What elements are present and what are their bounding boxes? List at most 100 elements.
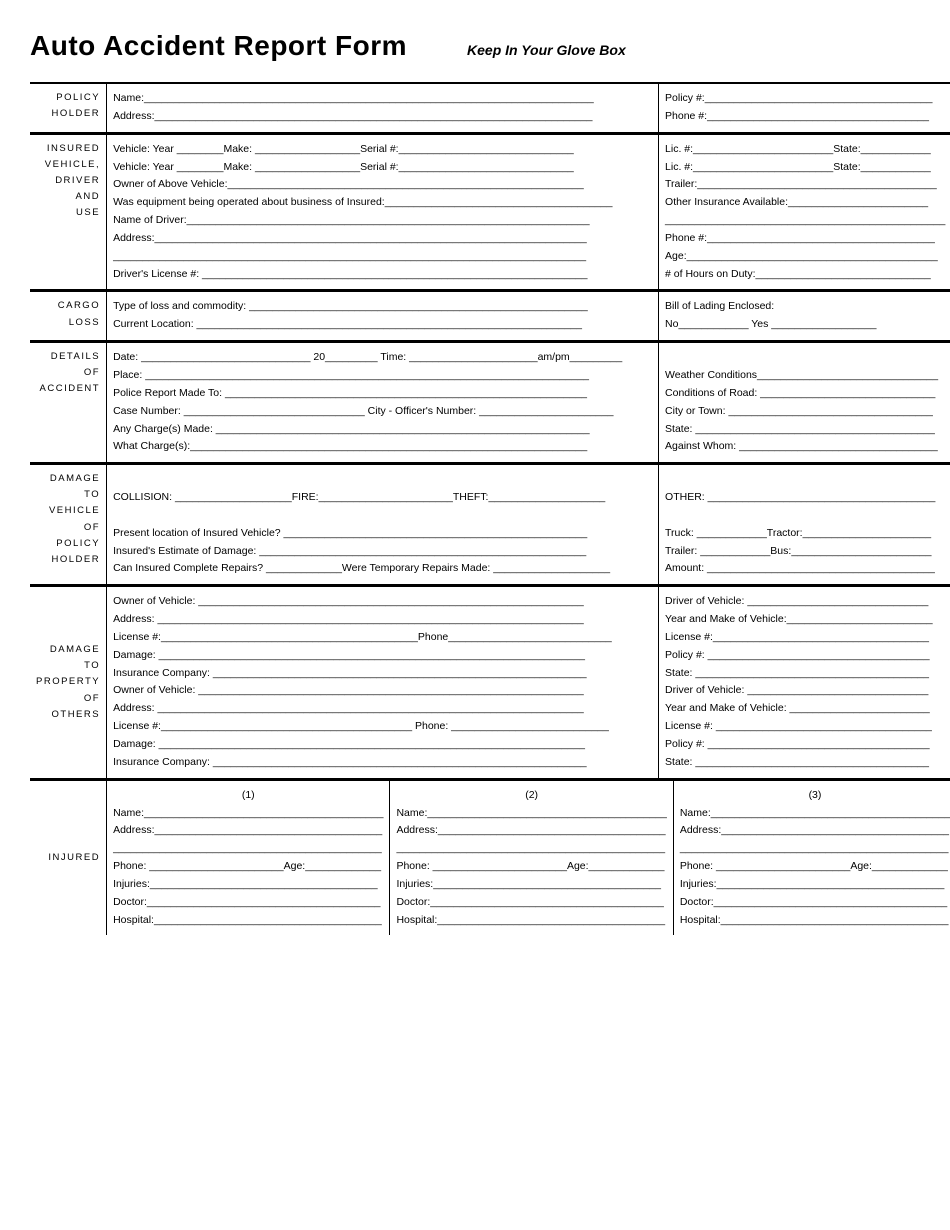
- field-line[interactable]: License #:______________________________…: [113, 718, 652, 736]
- field-line[interactable]: Trailer:________________________________…: [665, 176, 950, 194]
- field-line[interactable]: Type of loss and commodity: ____________…: [113, 298, 652, 316]
- field-line[interactable]: Policy #:_______________________________…: [665, 90, 950, 108]
- field-line: [665, 507, 950, 525]
- field-line[interactable]: License #:______________________________…: [113, 629, 652, 647]
- field-line[interactable]: Phone #:________________________________…: [665, 108, 950, 126]
- field-line[interactable]: Name of Driver:_________________________…: [113, 212, 652, 230]
- field-line[interactable]: Address:________________________________…: [113, 108, 652, 126]
- field-line[interactable]: Insurance Company: _____________________…: [113, 754, 652, 772]
- field-line[interactable]: Policy #: ______________________________…: [665, 736, 950, 754]
- field-line[interactable]: Driver's License #: ____________________…: [113, 266, 652, 284]
- field-line[interactable]: Phone: _______________________Age:______…: [396, 858, 666, 876]
- field-line[interactable]: Hospital:_______________________________…: [113, 912, 383, 930]
- field-line[interactable]: Policy #: ______________________________…: [665, 647, 950, 665]
- field-line[interactable]: Was equipment being operated about busin…: [113, 194, 652, 212]
- label-line: DAMAGETOVEHICLEOFPOLICYHOLDER: [36, 471, 100, 568]
- field-line: Bill of Lading Enclosed:: [665, 298, 950, 316]
- field-line[interactable]: State: _________________________________…: [665, 754, 950, 772]
- field-line[interactable]: Injuries:_______________________________…: [680, 876, 950, 894]
- field-line[interactable]: Insured's Estimate of Damage: __________…: [113, 543, 652, 561]
- col-head: (1): [113, 787, 383, 805]
- field-line[interactable]: Year and Make of Vehicle: ______________…: [665, 700, 950, 718]
- field-line[interactable]: Against Whom: __________________________…: [665, 438, 950, 456]
- field-line[interactable]: Doctor:_________________________________…: [396, 894, 666, 912]
- field-line[interactable]: Present location of Insured Vehicle? ___…: [113, 525, 652, 543]
- field-line[interactable]: ________________________________________…: [680, 840, 950, 858]
- field-line[interactable]: Injuries:_______________________________…: [113, 876, 383, 894]
- field-line[interactable]: Driver of Vehicle: _____________________…: [665, 682, 950, 700]
- field-line[interactable]: Address:________________________________…: [113, 822, 383, 840]
- field-line[interactable]: Address:________________________________…: [396, 822, 666, 840]
- field-line[interactable]: Weather Conditions______________________…: [665, 367, 950, 385]
- section-insured-vehicle: INSUREDVEHICLE,DRIVERANDUSE Vehicle: Yea…: [30, 133, 950, 291]
- field-line[interactable]: Truck: ____________Tractor:_____________…: [665, 525, 950, 543]
- field-line[interactable]: Owner of Vehicle: ______________________…: [113, 593, 652, 611]
- field-line[interactable]: Driver of Vehicle: _____________________…: [665, 593, 950, 611]
- field-line[interactable]: What Charge(s):_________________________…: [113, 438, 652, 456]
- field-line[interactable]: Vehicle: Year ________Make: ____________…: [113, 141, 652, 159]
- field-line[interactable]: State: _________________________________…: [665, 421, 950, 439]
- field-line[interactable]: Injuries:_______________________________…: [396, 876, 666, 894]
- field-line[interactable]: Hospital:_______________________________…: [680, 912, 950, 930]
- field-line[interactable]: License #: _____________________________…: [665, 718, 950, 736]
- section-label: CARGOLOSS: [30, 291, 107, 342]
- section-label: INJURED: [30, 779, 107, 935]
- field-line[interactable]: Name:___________________________________…: [113, 805, 383, 823]
- side-col: Bill of Lading Enclosed: No____________ …: [659, 291, 950, 342]
- field-line[interactable]: Age:____________________________________…: [665, 248, 950, 266]
- field-line[interactable]: Address: _______________________________…: [113, 611, 652, 629]
- section-policy-holder: POLICYHOLDER Name:______________________…: [30, 83, 950, 133]
- field-line[interactable]: Insurance Company: _____________________…: [113, 665, 652, 683]
- section-injured: INJURED (1) Name:_______________________…: [30, 779, 950, 935]
- field-line[interactable]: City or Town: __________________________…: [665, 403, 950, 421]
- label-line: POLICYHOLDER: [36, 90, 100, 122]
- field-line[interactable]: Phone #:________________________________…: [665, 230, 950, 248]
- field-line[interactable]: Year and Make of Vehicle:_______________…: [665, 611, 950, 629]
- field-line[interactable]: Doctor:_________________________________…: [680, 894, 950, 912]
- field-line[interactable]: Case Number: ___________________________…: [113, 403, 652, 421]
- field-line[interactable]: Place: _________________________________…: [113, 367, 652, 385]
- field-line[interactable]: Vehicle: Year ________Make: ____________…: [113, 159, 652, 177]
- field-line[interactable]: Damage: ________________________________…: [113, 647, 652, 665]
- field-line[interactable]: Address:________________________________…: [113, 230, 652, 248]
- field-line[interactable]: Lic. #:________________________State:___…: [665, 141, 950, 159]
- field-line[interactable]: Owner of Vehicle: ______________________…: [113, 682, 652, 700]
- field-line: [665, 349, 950, 367]
- field-line[interactable]: Other Insurance Available:______________…: [665, 194, 950, 212]
- field-line[interactable]: Hospital:_______________________________…: [396, 912, 666, 930]
- field-line[interactable]: Damage: ________________________________…: [113, 736, 652, 754]
- field-line[interactable]: Current Location: ______________________…: [113, 316, 652, 334]
- field-line[interactable]: ________________________________________…: [665, 212, 950, 230]
- field-line[interactable]: Name:___________________________________…: [113, 90, 652, 108]
- field-line[interactable]: Address: _______________________________…: [113, 700, 652, 718]
- field-line[interactable]: Amount: ________________________________…: [665, 560, 950, 578]
- section-cargo-loss: CARGOLOSS Type of loss and commodity: __…: [30, 291, 950, 342]
- field-line[interactable]: Trailer: ____________Bus:_______________…: [665, 543, 950, 561]
- main-col: COLLISION: ____________________FIRE:____…: [107, 464, 659, 586]
- field-line[interactable]: ________________________________________…: [113, 840, 383, 858]
- field-line[interactable]: Lic. #:________________________State:___…: [665, 159, 950, 177]
- label-line: INSUREDVEHICLE,DRIVERANDUSE: [36, 141, 100, 222]
- field-line[interactable]: Police Report Made To: _________________…: [113, 385, 652, 403]
- field-line[interactable]: State: _________________________________…: [665, 665, 950, 683]
- field-line[interactable]: ________________________________________…: [396, 840, 666, 858]
- field-line[interactable]: Phone: _______________________Age:______…: [680, 858, 950, 876]
- field-line[interactable]: Can Insured Complete Repairs? __________…: [113, 560, 652, 578]
- field-line[interactable]: Date: _____________________________ 20__…: [113, 349, 652, 367]
- field-line[interactable]: # of Hours on Duty:_____________________…: [665, 266, 950, 284]
- field-line[interactable]: Any Charge(s) Made: ____________________…: [113, 421, 652, 439]
- field-line[interactable]: Owner of Above Vehicle:_________________…: [113, 176, 652, 194]
- field-line[interactable]: Name:___________________________________…: [680, 805, 950, 823]
- field-line[interactable]: ________________________________________…: [113, 248, 652, 266]
- main-col: Type of loss and commodity: ____________…: [107, 291, 659, 342]
- field-line[interactable]: COLLISION: ____________________FIRE:____…: [113, 489, 652, 507]
- field-line[interactable]: Conditions of Road: ____________________…: [665, 385, 950, 403]
- field-line[interactable]: License #:______________________________…: [665, 629, 950, 647]
- field-line[interactable]: Name:___________________________________…: [396, 805, 666, 823]
- field-line[interactable]: Address:________________________________…: [680, 822, 950, 840]
- main-col: Name:___________________________________…: [107, 83, 659, 133]
- field-line[interactable]: Phone: _______________________Age:______…: [113, 858, 383, 876]
- field-line[interactable]: OTHER: _________________________________…: [665, 489, 950, 507]
- field-line[interactable]: No____________ Yes __________________: [665, 316, 950, 334]
- field-line[interactable]: Doctor:_________________________________…: [113, 894, 383, 912]
